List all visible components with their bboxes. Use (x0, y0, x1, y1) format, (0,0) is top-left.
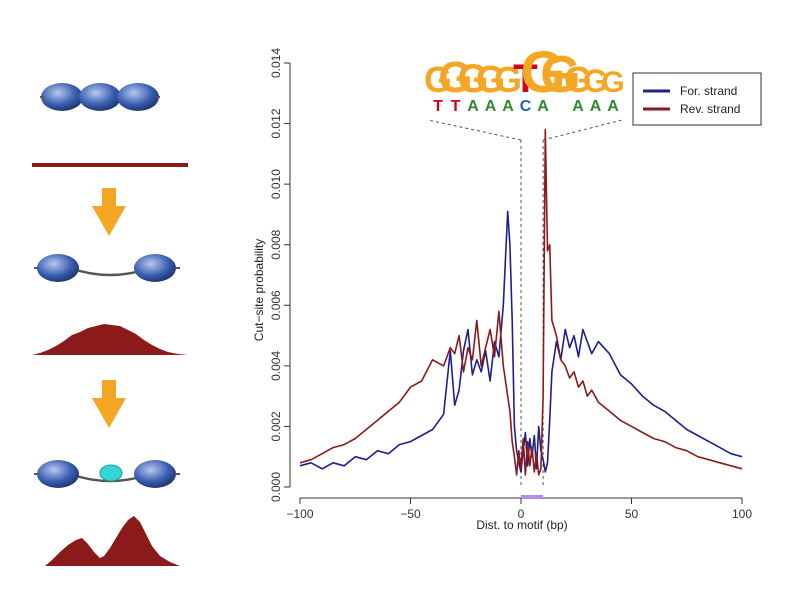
logo-letter: A (590, 98, 602, 115)
logo-letter: T (451, 98, 461, 115)
y-tick-label: 0.012 (269, 108, 283, 138)
series-layer (299, 128, 743, 476)
x-tick-label: −50 (400, 507, 421, 521)
series-line-for-strand (299, 210, 743, 473)
x-tick-label: 50 (625, 507, 639, 521)
y-tick-label: 0.010 (269, 169, 283, 199)
legend: For. strand Rev. strand (632, 72, 762, 126)
series-line-rev-strand (299, 128, 743, 476)
nucleosome-icon (41, 83, 83, 111)
logo-letter: A (485, 98, 497, 115)
logo-letter: G (601, 66, 624, 99)
logo-letter: G (438, 53, 472, 102)
logo-letter: A (467, 98, 479, 115)
logo-letter: A (502, 98, 514, 115)
logo-letter: G (540, 46, 580, 104)
nucleosome-icon (37, 460, 79, 488)
transcription-factor-icon (99, 464, 123, 482)
nucleosome-icon (117, 83, 159, 111)
logo-letter: A (572, 98, 584, 115)
logo-connector-left (427, 119, 522, 141)
x-tick-label: −100 (286, 507, 313, 521)
legend-label: Rev. strand (680, 102, 740, 116)
legend-label: For. strand (680, 84, 737, 98)
logo-letter: T (433, 98, 443, 115)
logo-letter: G (583, 63, 608, 99)
logo-letter: C (520, 98, 532, 115)
arrow-down-icon (92, 380, 126, 428)
motif-guides (427, 119, 623, 499)
x-axis-title: Dist. to motif (bp) (476, 518, 567, 532)
nucleosome-icon (134, 460, 176, 488)
logo-letter: G (457, 57, 488, 101)
nucleosome-icon (79, 83, 121, 111)
legend-box (632, 72, 762, 126)
x-tick-label: 0 (518, 507, 525, 521)
arrow-down-icon (92, 188, 126, 236)
double-peak-profile (45, 516, 180, 566)
logo-letter: A (607, 98, 619, 115)
single-peak-profile (32, 324, 188, 355)
logo-letter: G (564, 59, 592, 100)
logo-letter: G (476, 59, 506, 101)
y-tick-label: 0.004 (269, 351, 283, 381)
nucleosome-pair-open (34, 254, 180, 282)
y-tick-label: 0.006 (269, 290, 283, 320)
nucleosome-icon (37, 254, 79, 282)
chart-axes: 0.000 0.002 0.004 0.006 0.008 0.010 0.012 0.014… (269, 48, 752, 521)
x-tick-label: 100 (732, 507, 752, 521)
y-axis-title: Cut−site probability (252, 239, 266, 341)
logo-connector-right (542, 119, 623, 141)
logo-letter: A (537, 98, 549, 115)
y-tick-label: 0.008 (269, 229, 283, 259)
schematic-panel (32, 83, 188, 566)
logo-letter: G (424, 59, 452, 100)
logo-letter: G (494, 59, 522, 100)
nucleosome-pair-with-factor (34, 460, 180, 488)
logo-letter: G (520, 40, 565, 105)
motif-region-bar (521, 495, 544, 499)
y-tick-label: 0.000 (269, 472, 283, 502)
nucleosome-array-closed (40, 83, 160, 111)
nucleosome-icon (134, 254, 176, 282)
y-tick-label: 0.014 (269, 48, 283, 78)
logo-letter: T (513, 57, 537, 101)
y-tick-label: 0.002 (269, 411, 283, 441)
